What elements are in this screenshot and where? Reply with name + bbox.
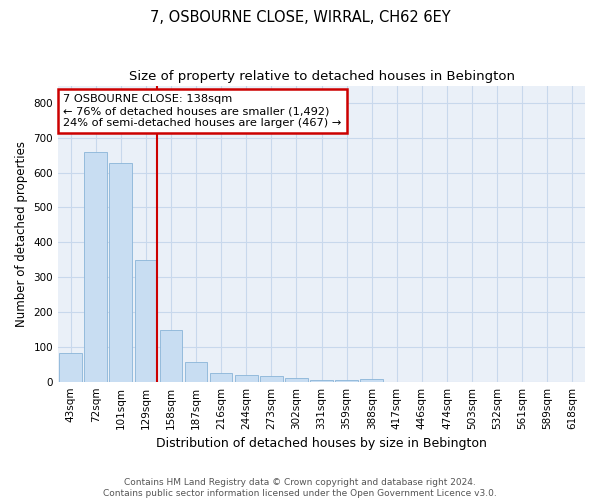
Y-axis label: Number of detached properties: Number of detached properties: [15, 140, 28, 326]
Text: Contains HM Land Registry data © Crown copyright and database right 2024.
Contai: Contains HM Land Registry data © Crown c…: [103, 478, 497, 498]
Title: Size of property relative to detached houses in Bebington: Size of property relative to detached ho…: [128, 70, 515, 83]
Bar: [210, 373, 232, 382]
Bar: [109, 163, 132, 382]
Bar: [59, 353, 82, 382]
Text: 7 OSBOURNE CLOSE: 138sqm
← 76% of detached houses are smaller (1,492)
24% of sem: 7 OSBOURNE CLOSE: 138sqm ← 76% of detach…: [64, 94, 341, 128]
Bar: [361, 379, 383, 382]
X-axis label: Distribution of detached houses by size in Bebington: Distribution of detached houses by size …: [156, 437, 487, 450]
Bar: [185, 362, 208, 382]
Bar: [285, 378, 308, 382]
Text: 7, OSBOURNE CLOSE, WIRRAL, CH62 6EY: 7, OSBOURNE CLOSE, WIRRAL, CH62 6EY: [149, 10, 451, 25]
Bar: [134, 260, 157, 382]
Bar: [335, 380, 358, 382]
Bar: [235, 374, 257, 382]
Bar: [310, 380, 333, 382]
Bar: [85, 152, 107, 382]
Bar: [260, 376, 283, 382]
Bar: [160, 330, 182, 382]
